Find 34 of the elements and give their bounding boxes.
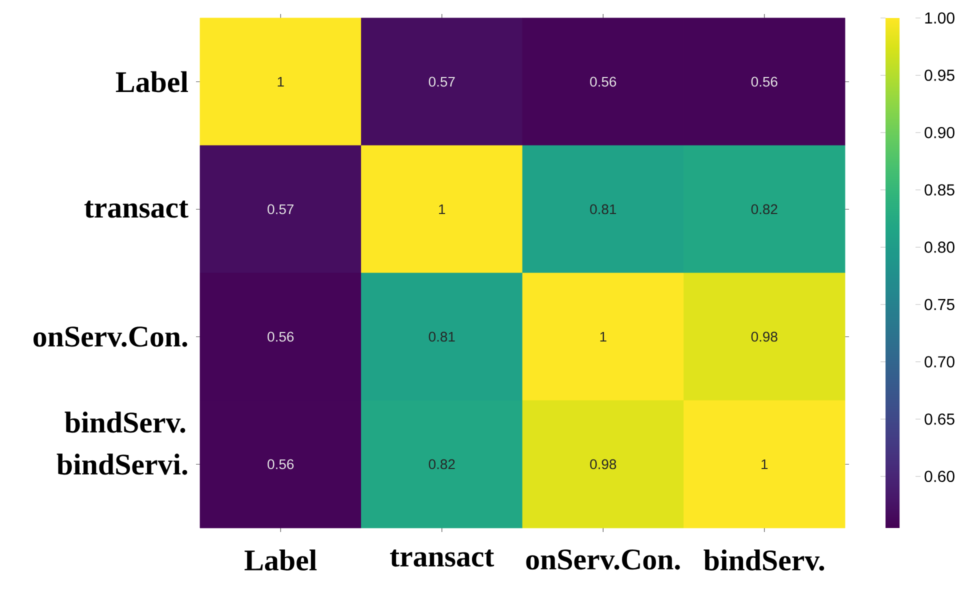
data-label: 1 (278, 76, 284, 87)
data-label: 0.81 (590, 204, 616, 214)
data-label: 0.56 (751, 76, 778, 87)
color-bar-label: 0.60 (924, 470, 954, 482)
color-bar-label: 0.65 (924, 413, 954, 425)
data-label: 0.57 (268, 204, 294, 214)
data-label: 0.56 (590, 76, 616, 87)
y-tick-label: Label (116, 71, 188, 92)
color-bar-label: 0.75 (924, 298, 954, 310)
x-tick-label: transact (390, 550, 494, 567)
data-label: 0.82 (428, 459, 455, 470)
color-bar-label: 0.80 (924, 242, 954, 253)
data-label: 0.81 (428, 332, 455, 342)
color-bar-label: 0.70 (924, 356, 954, 368)
text: bindServ. (64, 412, 186, 433)
data-label: 0.57 (428, 76, 455, 87)
x-tick-label: Label (244, 550, 317, 571)
data-label: 0.82 (751, 204, 778, 214)
data-label: 1 (600, 332, 606, 342)
x-tick-label: bindServ. (704, 550, 824, 571)
x-tick-label: onServ.Con. (526, 550, 680, 570)
data-label: 0.56 (268, 459, 294, 470)
data-label: 1 (762, 459, 768, 470)
color-bar-label: 1.00 (925, 12, 954, 24)
data-label: 1 (439, 204, 446, 214)
y-tick-label: onServ.Con. (34, 326, 188, 347)
y-tick-label: transact (84, 200, 188, 218)
data-label: 0.98 (590, 459, 616, 470)
data-label: 0.98 (751, 332, 778, 342)
color-bar-label: 0.90 (924, 126, 954, 138)
color-bar-label: 0.95 (924, 70, 954, 81)
data-label: 0.56 (268, 332, 294, 342)
color-bar-label: 0.85 (924, 184, 954, 196)
y-tick-label: bindServi. (56, 454, 188, 475)
